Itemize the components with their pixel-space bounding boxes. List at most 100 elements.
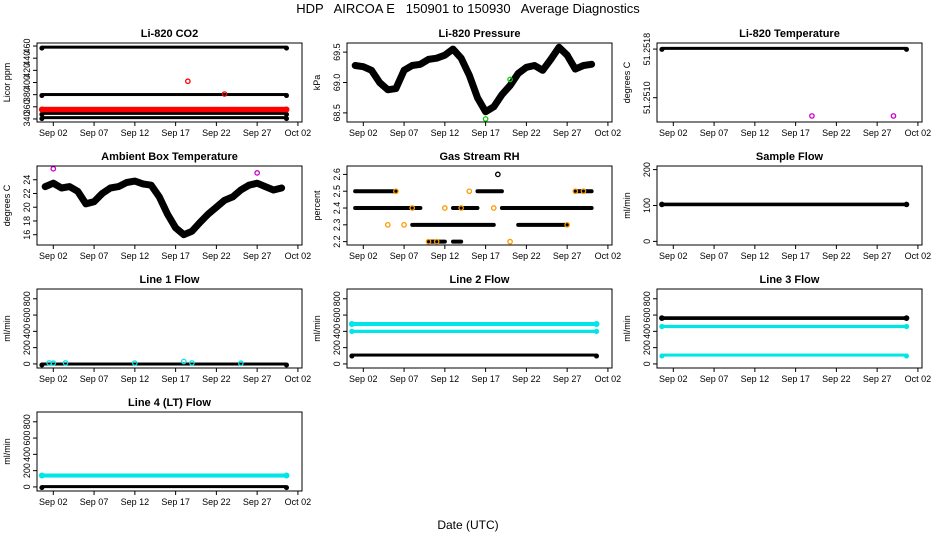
series-outliers [184, 78, 228, 97]
x-tick-label: Sep 07 [390, 251, 419, 261]
x-tick-label: Sep 02 [39, 128, 68, 138]
chart-panel-3: Li-820 Temperature degrees C Sep 02 Sep 07 S… [622, 28, 931, 138]
x-tick-label: Sep 12 [431, 128, 460, 138]
plot-area [659, 46, 910, 119]
data-point [433, 54, 440, 62]
y-tick-label: 380 [22, 87, 32, 102]
y-tick-label: 400 [22, 324, 32, 339]
band [41, 111, 287, 115]
y-tick-label: 360 [22, 99, 32, 114]
x-tick-label: Sep 07 [700, 128, 729, 138]
y-tick-label: 340 [22, 111, 32, 126]
y-tick-label: 68.5 [332, 104, 342, 122]
y-tick-label: 24 [22, 175, 32, 185]
x-tick-label: Sep 12 [121, 251, 150, 261]
series-line2-cyan-upper [348, 321, 600, 328]
x-tick-label: Sep 22 [512, 374, 541, 384]
x-tick-label: Sep 02 [39, 374, 68, 384]
data-point [131, 360, 138, 366]
y-tick-label: 0 [22, 484, 32, 489]
data-point [401, 221, 407, 228]
x-tick-label: Sep 22 [822, 374, 851, 384]
y-tick-label: 200 [22, 463, 32, 478]
chart-title: Line 2 Flow [450, 274, 510, 286]
band-cap [904, 353, 910, 359]
band-cap [38, 106, 45, 113]
y-tick-label: 0 [22, 361, 32, 366]
band-cap [593, 328, 600, 334]
y-tick-label: 400 [22, 447, 32, 462]
data-point [490, 205, 497, 211]
plot-area [659, 201, 910, 208]
x-tick-label: Sep 27 [243, 128, 272, 138]
series-line2-cyan-lower [349, 328, 600, 334]
x-tick-label: Sep 27 [863, 251, 892, 261]
y-tick-label: 800 [332, 291, 342, 306]
chart-title: Sample Flow [756, 151, 824, 163]
band-cap [39, 116, 45, 122]
chart-title: Line 3 Flow [760, 274, 820, 286]
data-point [156, 193, 163, 201]
y-tick-label: 600 [22, 431, 32, 446]
data-point [498, 91, 506, 98]
x-tick-label: Oct 02 [905, 251, 932, 261]
data-point [62, 360, 69, 366]
y-axis-label: Licor ppm [2, 63, 12, 103]
x-tick-label: Sep 12 [431, 251, 460, 261]
y-tick-label: 200 [642, 162, 652, 177]
data-point [41, 183, 49, 190]
y-axis-label: ml/min [312, 315, 322, 342]
band-cap [593, 321, 600, 328]
series-line3-cyan-lower [659, 353, 910, 359]
y-tick-label: 0 [642, 361, 652, 366]
band [351, 329, 597, 333]
chart-title: Li-820 CO2 [141, 28, 198, 40]
x-tick-label: Sep 02 [349, 251, 378, 261]
chart-panel-5: Gas Stream RH percent Sep 02 Sep 07 Sep 12 Se… [312, 151, 621, 261]
chart-title: Line 1 Flow [140, 274, 200, 286]
data-point [531, 62, 538, 69]
data-point [507, 238, 513, 245]
data-point [123, 179, 130, 186]
x-tick-label: Sep 17 [781, 128, 810, 138]
x-tick-label: Sep 17 [161, 128, 190, 138]
data-point [213, 204, 220, 211]
x-tick-label: Sep 02 [39, 497, 68, 507]
series-line3-cyan-upper [659, 323, 910, 330]
y-tick-label: 2.5 [332, 185, 342, 198]
chart-title: Li-820 Pressure [439, 28, 521, 40]
data-point [466, 188, 473, 195]
chart-title: Ambient Box Temperature [101, 151, 238, 163]
y-tick-label: 200 [332, 340, 342, 355]
x-tick-label: Sep 12 [121, 497, 150, 507]
plot-frame [36, 288, 303, 369]
x-tick-label: Sep 17 [781, 251, 810, 261]
plot-area [353, 171, 594, 245]
plot-frame [36, 411, 303, 492]
y-tick-label: 800 [642, 291, 652, 306]
x-tick-label: Sep 22 [202, 374, 231, 384]
chart-panel-2: Li-820 Pressure kPa Sep 02 Sep 07 Sep 12 Sep … [312, 28, 621, 138]
band-cap [659, 46, 665, 52]
x-tick-label: Oct 02 [595, 374, 622, 384]
data-point [205, 210, 212, 218]
x-tick-label: Sep 12 [121, 128, 150, 138]
data-point [262, 183, 269, 190]
y-axis-label: kPa [312, 75, 322, 91]
data-point [572, 188, 579, 195]
series-ambient-red [38, 106, 290, 113]
y-tick-label: 400 [22, 75, 32, 90]
series-line4-flow [39, 485, 290, 491]
data-point [50, 360, 57, 366]
band-cap [594, 353, 600, 359]
series-outliers [482, 76, 513, 122]
y-tick-label: 20 [22, 202, 32, 212]
data-point [555, 44, 563, 51]
data-point [180, 231, 187, 238]
band [41, 45, 287, 49]
band-cap [903, 323, 910, 330]
data-point [351, 62, 359, 69]
y-tick-label: 100 [642, 198, 652, 213]
x-tick-label: Sep 27 [243, 497, 272, 507]
